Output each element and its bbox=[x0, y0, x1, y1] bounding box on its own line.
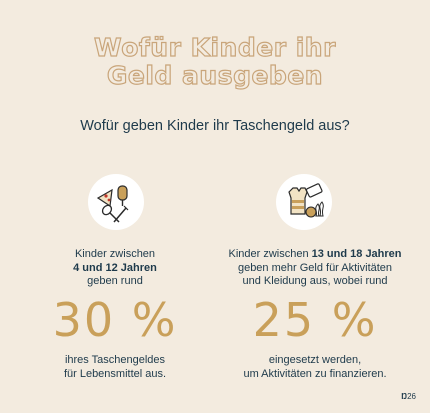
right-outro: eingesetzt werden, um Aktivitäten zu fin… bbox=[215, 354, 415, 381]
right-after2: um Aktivitäten zu finanzieren. bbox=[243, 367, 387, 380]
page-number-value: 26 bbox=[407, 392, 416, 401]
right-line2: geben mehr Geld für Aktivitäten bbox=[237, 261, 393, 274]
page-title-line2: Geld ausgeben bbox=[106, 61, 324, 90]
page-title-line1: Wofür Kinder ihr bbox=[93, 33, 336, 62]
page-number: Ŋ26 bbox=[401, 392, 416, 401]
left-intro: Kinder zwischen 4 und 12 Jahren geben ru… bbox=[40, 248, 190, 289]
food-icon bbox=[88, 174, 144, 230]
logo-mark: Ŋ bbox=[401, 392, 408, 401]
left-outro: ihres Taschengeldes für Lebensmittel aus… bbox=[40, 354, 190, 381]
left-age-range: 4 und 12 Jahren bbox=[73, 261, 157, 274]
activities-icon bbox=[276, 174, 332, 230]
right-line1-start: Kinder zwischen bbox=[228, 248, 312, 260]
left-line3: geben rund bbox=[87, 275, 143, 287]
right-intro: Kinder zwischen 13 und 18 Jahren geben m… bbox=[215, 248, 415, 289]
right-line3: und Kleidung aus, wobei rund bbox=[242, 275, 388, 287]
right-percent: 25 % bbox=[252, 293, 378, 347]
right-after1: eingesetzt werden, bbox=[268, 354, 362, 366]
left-line1: Kinder zwischen bbox=[74, 248, 156, 260]
right-line1: Kinder zwischen 13 und 18 Jahren bbox=[215, 248, 415, 262]
right-age-range: 13 und 18 Jahren bbox=[311, 248, 402, 260]
subtitle: Wofür geben Kinder ihr Taschengeld aus? bbox=[80, 118, 350, 134]
left-percent: 30 % bbox=[52, 293, 178, 347]
left-after1: ihres Taschengeldes bbox=[64, 354, 166, 366]
left-after2: für Lebensmittel aus. bbox=[63, 367, 167, 380]
